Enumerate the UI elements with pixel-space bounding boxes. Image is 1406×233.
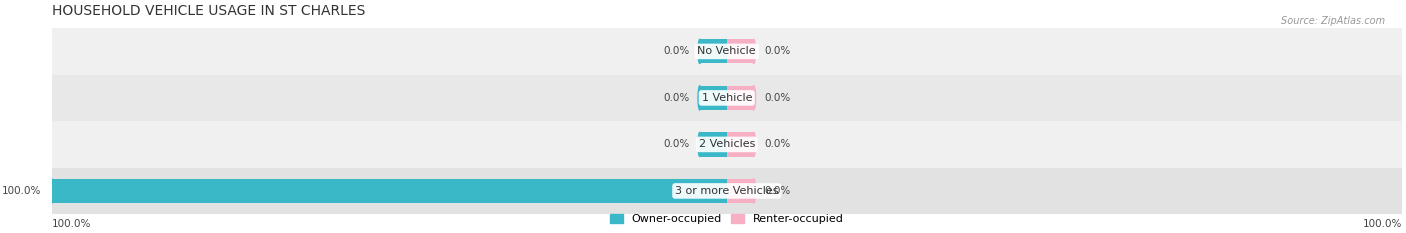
Bar: [52, 28, 1402, 75]
Text: Source: ZipAtlas.com: Source: ZipAtlas.com: [1281, 16, 1385, 26]
Text: 100.0%: 100.0%: [3, 186, 42, 196]
Bar: [52, 168, 1402, 214]
Text: 3 or more Vehicles: 3 or more Vehicles: [675, 186, 779, 196]
Ellipse shape: [697, 39, 702, 64]
Ellipse shape: [697, 86, 702, 110]
Bar: [727, 86, 754, 110]
Bar: [52, 121, 1402, 168]
Bar: [727, 39, 754, 64]
Text: 0.0%: 0.0%: [664, 46, 690, 56]
Ellipse shape: [752, 39, 755, 64]
Bar: [700, 86, 727, 110]
Text: 0.0%: 0.0%: [763, 93, 790, 103]
Ellipse shape: [752, 132, 755, 157]
Text: 100.0%: 100.0%: [1362, 219, 1402, 229]
Bar: [700, 132, 727, 157]
Text: 0.0%: 0.0%: [763, 139, 790, 149]
Ellipse shape: [752, 86, 755, 110]
Bar: [52, 75, 1402, 121]
Text: 0.0%: 0.0%: [664, 139, 690, 149]
Bar: [700, 39, 727, 64]
Text: 0.0%: 0.0%: [763, 186, 790, 196]
Text: 2 Vehicles: 2 Vehicles: [699, 139, 755, 149]
Bar: [52, 179, 727, 203]
Text: 100.0%: 100.0%: [52, 219, 91, 229]
Text: 0.0%: 0.0%: [763, 46, 790, 56]
Bar: [727, 179, 754, 203]
Text: No Vehicle: No Vehicle: [697, 46, 756, 56]
Legend: Owner-occupied, Renter-occupied: Owner-occupied, Renter-occupied: [605, 209, 848, 229]
Bar: [727, 132, 754, 157]
Ellipse shape: [752, 179, 755, 203]
Text: 0.0%: 0.0%: [664, 93, 690, 103]
Text: 1 Vehicle: 1 Vehicle: [702, 93, 752, 103]
Ellipse shape: [51, 179, 53, 203]
Ellipse shape: [697, 132, 702, 157]
Text: HOUSEHOLD VEHICLE USAGE IN ST CHARLES: HOUSEHOLD VEHICLE USAGE IN ST CHARLES: [52, 4, 366, 18]
